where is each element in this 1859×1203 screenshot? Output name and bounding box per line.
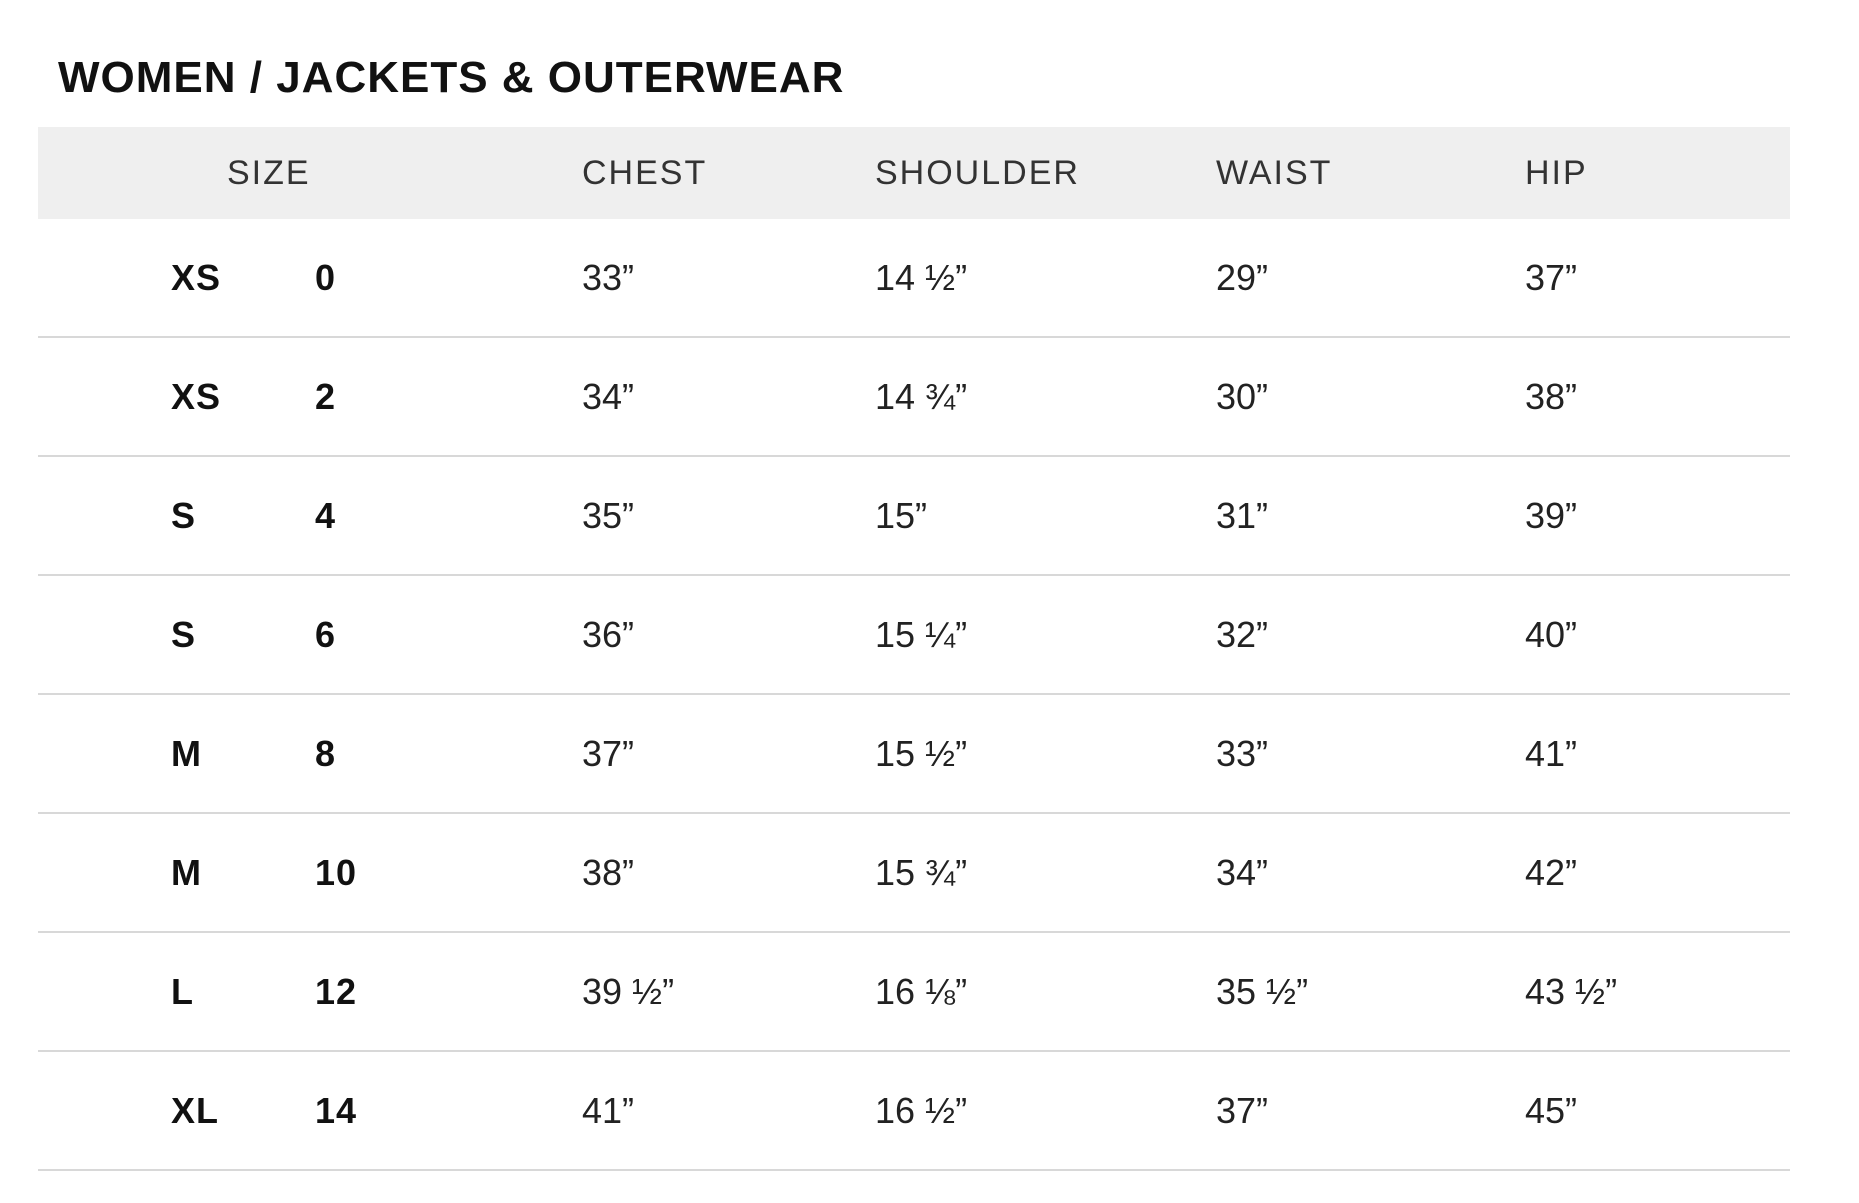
column-header-chest: CHEST: [582, 153, 708, 192]
shoulder-cell: 14 ½”: [875, 256, 968, 298]
size-letter-cell: XL: [171, 1089, 220, 1131]
table-row: L 12 39 ½” 16 ⅛” 35 ½” 43 ½”: [38, 933, 1790, 1052]
shoulder-cell: 15”: [875, 494, 928, 536]
hip-cell: 45”: [1525, 1089, 1578, 1131]
column-header-shoulder: SHOULDER: [875, 153, 1080, 192]
size-letter-cell: S: [171, 613, 197, 655]
column-header-size: SIZE: [227, 153, 311, 192]
chest-cell: 39 ½”: [582, 970, 675, 1012]
size-letter-cell: XS: [171, 375, 222, 417]
table-header-row: SIZE CHEST SHOULDER WAIST HIP: [38, 127, 1790, 219]
size-number-cell: 4: [315, 494, 337, 536]
shoulder-cell: 15 ¼”: [875, 613, 968, 655]
table-row: XS 0 33” 14 ½” 29” 37”: [38, 219, 1790, 338]
table-row: M 10 38” 15 ¾” 34” 42”: [38, 814, 1790, 933]
hip-cell: 42”: [1525, 851, 1578, 893]
size-number-cell: 14: [315, 1089, 358, 1131]
hip-cell: 40”: [1525, 613, 1578, 655]
chest-cell: 37”: [582, 732, 635, 774]
size-letter-cell: L: [171, 970, 194, 1012]
size-letter-cell: M: [171, 851, 202, 893]
waist-cell: 37”: [1216, 1089, 1269, 1131]
hip-cell: 38”: [1525, 375, 1578, 417]
waist-cell: 32”: [1216, 613, 1269, 655]
size-number-cell: 0: [315, 256, 337, 298]
shoulder-cell: 14 ¾”: [875, 375, 968, 417]
size-letter-cell: M: [171, 732, 202, 774]
size-number-cell: 8: [315, 732, 337, 774]
waist-cell: 33”: [1216, 732, 1269, 774]
column-header-waist: WAIST: [1216, 153, 1333, 192]
table-row: M 8 37” 15 ½” 33” 41”: [38, 695, 1790, 814]
table-body: XS 0 33” 14 ½” 29” 37” XS 2 34” 14 ¾” 30…: [38, 219, 1790, 1171]
shoulder-cell: 15 ¾”: [875, 851, 968, 893]
size-letter-cell: S: [171, 494, 197, 536]
waist-cell: 34”: [1216, 851, 1269, 893]
shoulder-cell: 15 ½”: [875, 732, 968, 774]
size-number-cell: 6: [315, 613, 337, 655]
waist-cell: 35 ½”: [1216, 970, 1309, 1012]
hip-cell: 41”: [1525, 732, 1578, 774]
shoulder-cell: 16 ⅛”: [875, 970, 968, 1012]
hip-cell: 37”: [1525, 256, 1578, 298]
waist-cell: 29”: [1216, 256, 1269, 298]
waist-cell: 31”: [1216, 494, 1269, 536]
chest-cell: 38”: [582, 851, 635, 893]
size-number-cell: 10: [315, 851, 358, 893]
table-row: XS 2 34” 14 ¾” 30” 38”: [38, 338, 1790, 457]
size-chart-table: SIZE CHEST SHOULDER WAIST HIP XS 0 33” 1…: [38, 127, 1790, 1171]
waist-cell: 30”: [1216, 375, 1269, 417]
size-number-cell: 12: [315, 970, 358, 1012]
hip-cell: 43 ½”: [1525, 970, 1618, 1012]
hip-cell: 39”: [1525, 494, 1578, 536]
column-header-hip: HIP: [1525, 153, 1588, 192]
size-number-cell: 2: [315, 375, 337, 417]
chest-cell: 36”: [582, 613, 635, 655]
table-row: S 4 35” 15” 31” 39”: [38, 457, 1790, 576]
table-row: S 6 36” 15 ¼” 32” 40”: [38, 576, 1790, 695]
page-title: WOMEN / JACKETS & OUTERWEAR: [58, 53, 845, 103]
shoulder-cell: 16 ½”: [875, 1089, 968, 1131]
table-row: XL 14 41” 16 ½” 37” 45”: [38, 1052, 1790, 1171]
chest-cell: 35”: [582, 494, 635, 536]
size-letter-cell: XS: [171, 256, 222, 298]
chest-cell: 33”: [582, 256, 635, 298]
chest-cell: 41”: [582, 1089, 635, 1131]
chest-cell: 34”: [582, 375, 635, 417]
